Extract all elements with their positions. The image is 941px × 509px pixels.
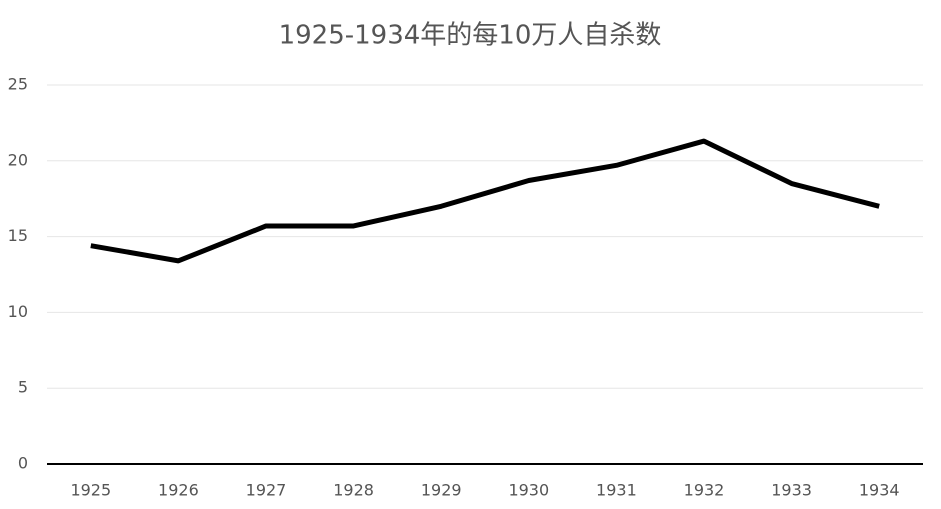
y-tick-label: 15 <box>8 226 28 245</box>
x-tick-label: 1930 <box>508 481 549 500</box>
line <box>90 138 880 264</box>
x-tick-label: 1931 <box>596 481 637 500</box>
x-tick-label: 1934 <box>859 481 900 500</box>
y-tick-label: 10 <box>8 302 28 321</box>
y-tick-label: 0 <box>18 454 28 473</box>
x-tick-label: 1929 <box>421 481 462 500</box>
chart-title: 1925-1934年的每10万人自杀数 <box>279 21 662 51</box>
y-tick-label: 25 <box>8 75 28 94</box>
y-tick-label: 5 <box>18 378 28 397</box>
x-tick-label: 1928 <box>333 481 374 500</box>
x-tick-label: 1932 <box>684 481 725 500</box>
x-tick-label: 1933 <box>771 481 812 500</box>
x-tick-label: 1927 <box>246 481 287 500</box>
y-tick-label: 20 <box>8 150 28 169</box>
x-tick-label: 1925 <box>70 481 111 500</box>
x-tick-label: 1926 <box>158 481 199 500</box>
